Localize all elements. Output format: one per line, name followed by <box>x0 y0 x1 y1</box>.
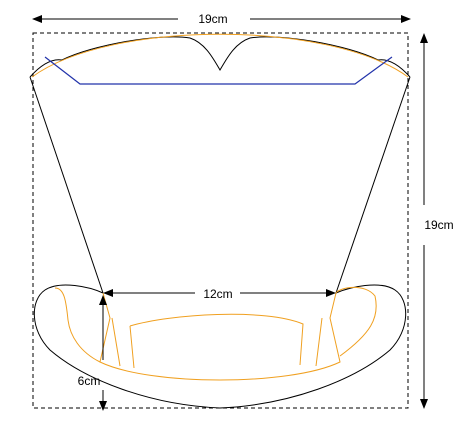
left-side-line <box>29 76 104 294</box>
middle-dimension-label: 12cm <box>203 287 232 301</box>
bottom-brim-orange-left <box>54 287 101 363</box>
inner-orange-left <box>111 317 121 367</box>
top-orange-arc <box>31 33 409 78</box>
inner-orange-panel <box>129 313 304 369</box>
bottom-dimension-label: 6cm <box>78 374 101 388</box>
right-dimension-label: 19cm <box>424 218 453 232</box>
inner-orange-right <box>315 317 323 367</box>
dashed-bounding-box <box>32 32 409 409</box>
top-dimension-label: 19cm <box>198 12 227 26</box>
bottom-brim-outline <box>33 284 407 409</box>
top-scallop-outline <box>29 36 411 78</box>
right-side-line <box>335 76 411 294</box>
bottom-brim-orange <box>99 286 377 381</box>
blue-pattern-line <box>44 56 393 85</box>
